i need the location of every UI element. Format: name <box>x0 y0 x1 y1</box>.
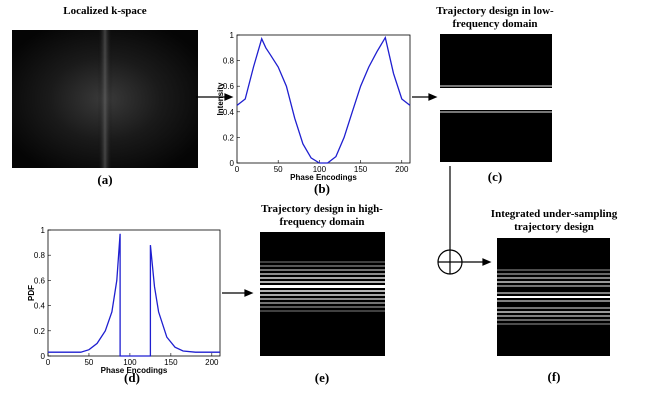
data-line <box>237 38 410 163</box>
trajectory-image <box>440 34 552 88</box>
panel-title: Integrated under-sampling <box>491 208 618 220</box>
trajectory-image <box>440 110 552 162</box>
x-tick-label: 50 <box>274 165 283 174</box>
x-axis-label: Phase Encodings <box>290 173 357 182</box>
panel-title: Trajectory design in low- <box>436 5 554 17</box>
x-axis-label: Phase Encodings <box>101 366 168 375</box>
panel-title: frequency domain <box>279 216 364 228</box>
panel-label: (b) <box>314 181 330 196</box>
x-tick-label: 200 <box>205 358 219 367</box>
trajectory-image <box>260 232 385 285</box>
y-tick-label: 1 <box>230 31 235 40</box>
trajectory-image <box>260 288 385 356</box>
panel-title: frequency domain <box>452 18 537 30</box>
y-axis-label: Intensity <box>216 82 225 115</box>
kspace-line <box>12 30 198 168</box>
y-tick-label: 0.8 <box>34 251 46 260</box>
y-tick-label: 0.4 <box>34 302 46 311</box>
panel-label: (f) <box>548 369 561 384</box>
panel-label: (c) <box>488 169 502 184</box>
data-line <box>48 234 220 356</box>
panel-title: Trajectory design in high- <box>261 203 383 215</box>
panel-title: Localized k-space <box>63 5 147 17</box>
trajectory-image <box>497 238 610 296</box>
trajectory-image <box>497 298 610 356</box>
y-tick-label: 1 <box>41 226 46 235</box>
x-tick-label: 0 <box>46 358 51 367</box>
panel-label: (a) <box>97 172 112 187</box>
x-tick-label: 0 <box>235 165 240 174</box>
y-tick-label: 0.2 <box>34 327 46 336</box>
y-tick-label: 0.8 <box>223 57 235 66</box>
y-tick-label: 0.6 <box>34 276 46 285</box>
y-tick-label: 0.2 <box>223 133 235 142</box>
oplus <box>438 250 462 274</box>
plot-area <box>237 35 410 163</box>
x-tick-label: 200 <box>395 165 409 174</box>
panel-title: trajectory design <box>514 221 594 233</box>
plot-area <box>48 230 220 356</box>
x-tick-label: 50 <box>84 358 93 367</box>
figure: Localized k-space (a) (b) Trajectory des… <box>0 0 661 395</box>
panel-label: (e) <box>315 370 329 385</box>
y-axis-label: PDF <box>27 285 36 301</box>
